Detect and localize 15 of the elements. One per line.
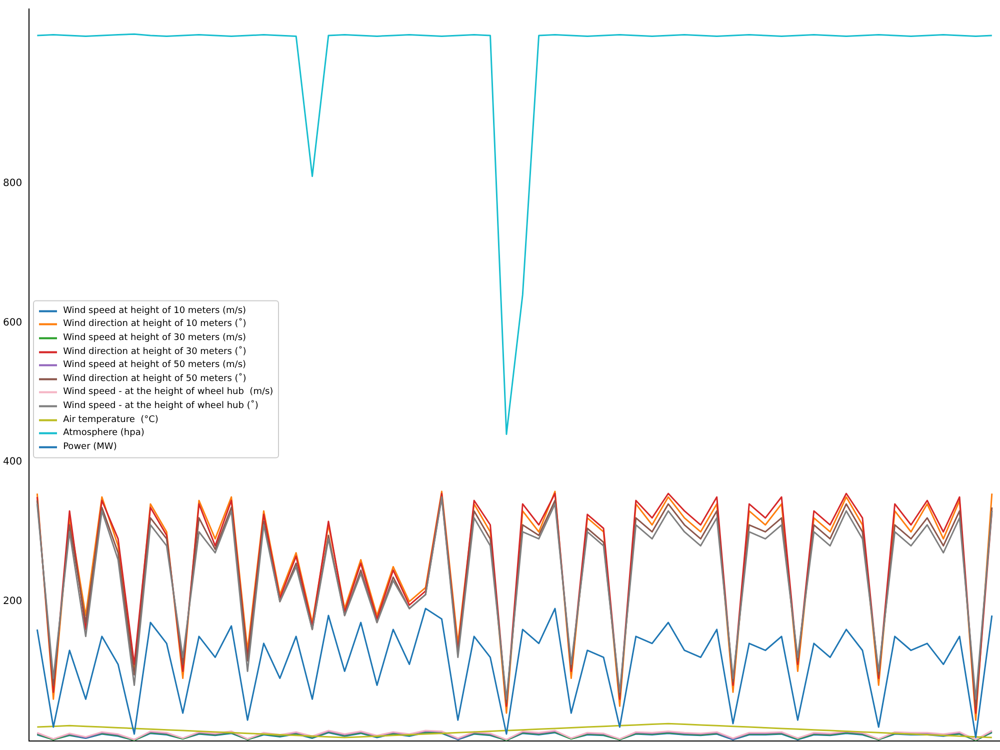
legend-label: Wind speed at height of 50 meters (m/s) <box>63 360 246 370</box>
legend-label: Wind speed - at the height of wheel hub (˚) <box>63 401 258 412</box>
y-tick-label: 800 <box>2 178 22 189</box>
legend-label: Wind speed at height of 10 meters (m/s) <box>63 306 246 316</box>
y-tick-label: 400 <box>2 456 22 468</box>
legend-label: Air temperature (°C) <box>63 414 158 425</box>
legend-label: Wind direction at height of 30 meters (˚) <box>63 346 246 357</box>
legend-label: Wind direction at height of 10 meters (˚) <box>63 320 246 330</box>
legend-label: Wind direction at height of 50 meters (˚) <box>63 374 246 384</box>
legend-label: Atmosphere (hpa) <box>63 428 144 438</box>
legend-label: Wind speed - at the height of wheel hub (m/s) <box>63 388 274 398</box>
y-tick-label: 600 <box>2 317 22 328</box>
y-tick-label: 200 <box>2 596 22 608</box>
legend-label: Wind speed at height of 30 meters (m/s) <box>63 333 246 344</box>
legend-label: Power (MW) <box>63 442 117 452</box>
